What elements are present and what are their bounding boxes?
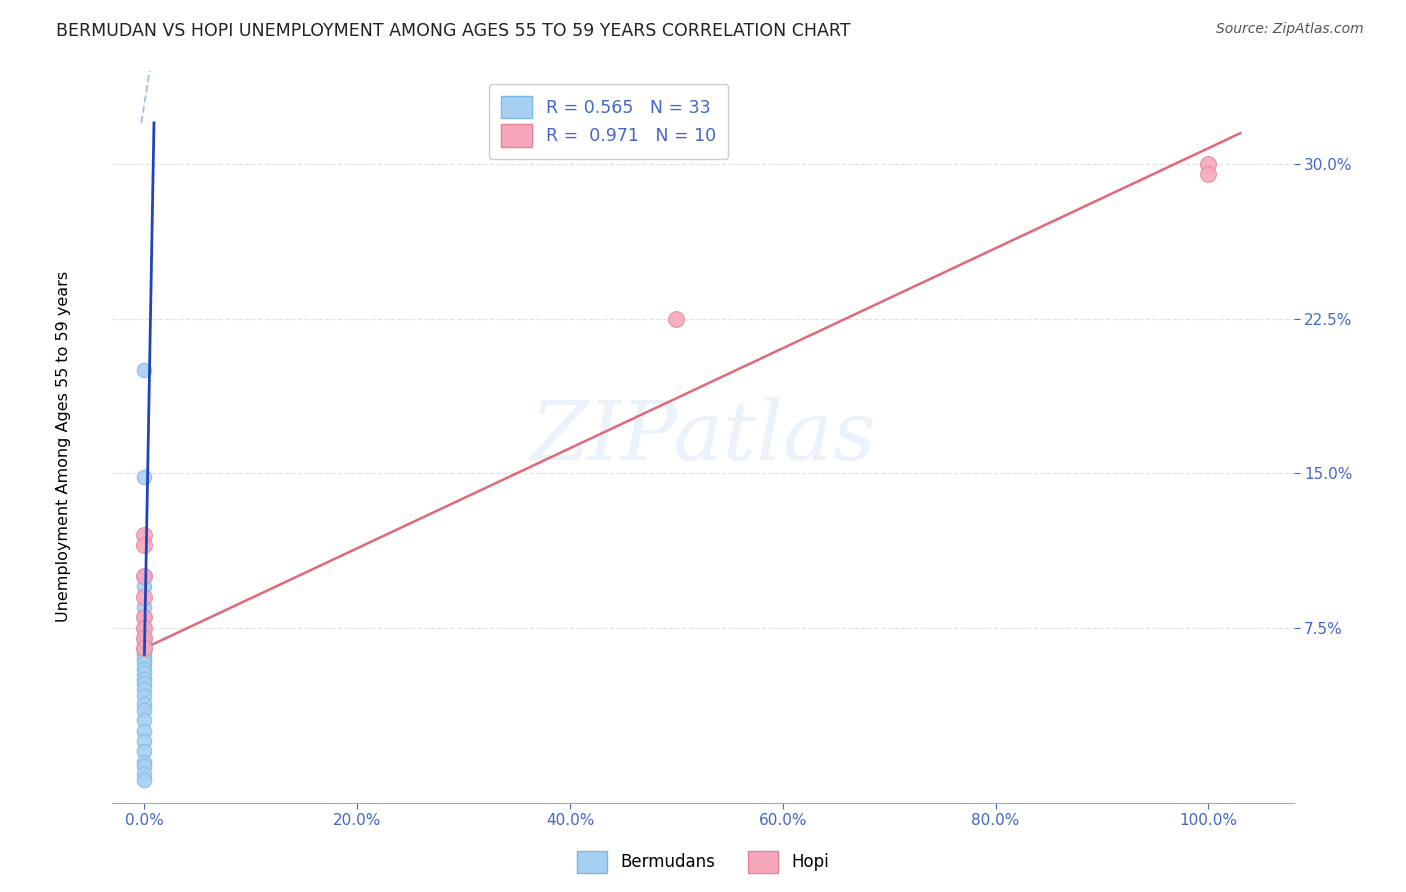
Point [134,538,156,552]
Point [134,363,156,377]
Point [665,311,688,326]
Point [134,676,156,690]
Point [134,641,156,656]
Point [134,641,156,656]
Point [134,656,156,670]
Text: Source: ZipAtlas.com: Source: ZipAtlas.com [1216,22,1364,37]
Text: BERMUDAN VS HOPI UNEMPLOYMENT AMONG AGES 55 TO 59 YEARS CORRELATION CHART: BERMUDAN VS HOPI UNEMPLOYMENT AMONG AGES… [56,22,851,40]
Point [134,610,156,624]
Point [134,665,156,680]
Point [134,569,156,583]
Text: ZIPatlas: ZIPatlas [530,397,876,477]
Point [134,621,156,635]
Point [134,758,156,772]
Point [134,641,156,656]
Point [134,651,156,665]
Point [134,697,156,711]
Point [134,610,156,624]
Legend: Bermudans, Hopi: Bermudans, Hopi [569,845,837,880]
Point [134,689,156,703]
Point [134,569,156,583]
Point [134,682,156,697]
Point [134,773,156,788]
Point [134,703,156,717]
Point [134,569,156,583]
Point [134,755,156,769]
Point [134,767,156,781]
Point [134,590,156,604]
Point [134,648,156,662]
Point [134,600,156,615]
Point [134,714,156,728]
Point [134,579,156,593]
Text: Unemployment Among Ages 55 to 59 years: Unemployment Among Ages 55 to 59 years [56,270,70,622]
Point [134,631,156,645]
Point [1197,167,1219,181]
Point [1197,157,1219,171]
Point [134,662,156,676]
Point [134,470,156,484]
Point [134,734,156,748]
Point [134,641,156,656]
Point [134,645,156,659]
Point [134,528,156,542]
Point [134,672,156,686]
Point [134,744,156,758]
Point [134,723,156,738]
Point [134,621,156,635]
Point [134,635,156,649]
Point [134,631,156,645]
Legend: R = 0.565   N = 33, R =  0.971   N = 10: R = 0.565 N = 33, R = 0.971 N = 10 [489,84,728,159]
